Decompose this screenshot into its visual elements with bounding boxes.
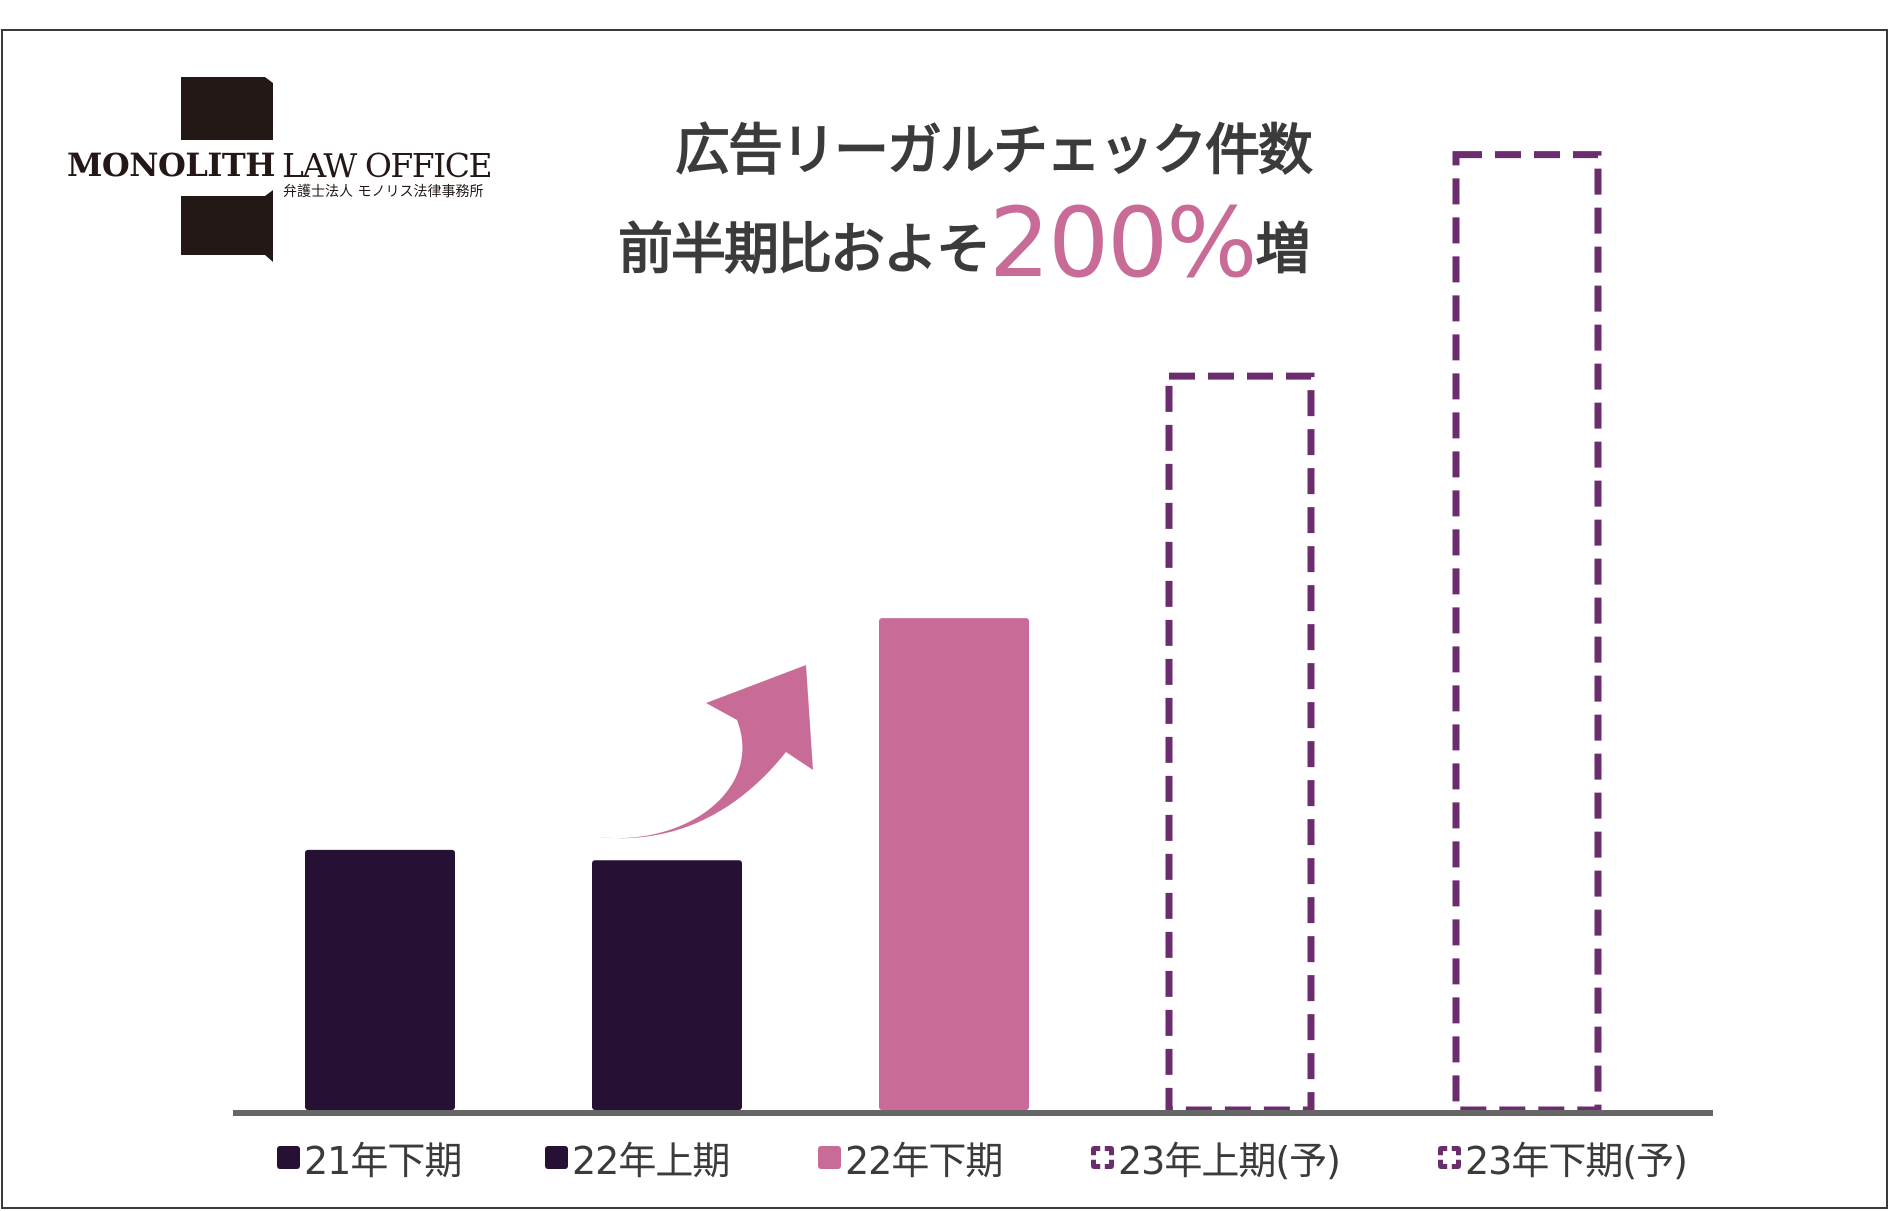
logo-wordmark-bold: MONOLITH	[67, 146, 275, 184]
chart-subtitle: 前半期比およそ200%増	[618, 187, 1310, 299]
logo-subtitle: 弁護士法人 モノリス法律事務所	[283, 184, 484, 200]
legend-swatch	[818, 1145, 841, 1169]
legend-label: 22年下期	[845, 1138, 1003, 1183]
bar-2	[592, 860, 742, 1110]
legend-label: 23年下期(予)	[1465, 1138, 1688, 1183]
subtitle-prefix: 前半期比およそ	[618, 217, 991, 281]
legend-swatch	[1091, 1145, 1114, 1169]
legend-item: 22年下期	[818, 1135, 1003, 1183]
legend-swatch	[277, 1145, 300, 1169]
legend-item: 22年上期	[545, 1135, 730, 1183]
logo-wordmark-regular: LAW OFFICE	[282, 146, 493, 185]
legend-item: 23年下期(予)	[1438, 1135, 1688, 1183]
logo-mark-icon	[181, 77, 273, 262]
bars-layer	[305, 151, 1602, 1114]
monolith-logo: MONOLITH LAW OFFICE 弁護士法人 モノリス法律事務所	[0, 0, 520, 300]
legend-label: 23年上期(予)	[1118, 1138, 1341, 1183]
legend-item: 21年下期	[277, 1135, 462, 1183]
legend-swatch	[1438, 1145, 1461, 1169]
growth-arrow-icon	[591, 665, 813, 839]
subtitle-highlight-percent: 200%	[989, 187, 1257, 299]
subtitle-suffix: 増	[1255, 217, 1310, 281]
bar-5	[1452, 151, 1602, 1114]
legend-swatch	[545, 1145, 568, 1169]
bar-4	[1165, 372, 1315, 1114]
legend-label: 21年下期	[304, 1138, 462, 1183]
bar-3	[879, 618, 1029, 1110]
legend-item: 23年上期(予)	[1091, 1135, 1341, 1183]
legend-label: 22年上期	[572, 1138, 730, 1183]
bar-1	[305, 849, 455, 1110]
chart-title: 広告リーガルチェック件数	[675, 118, 1313, 182]
